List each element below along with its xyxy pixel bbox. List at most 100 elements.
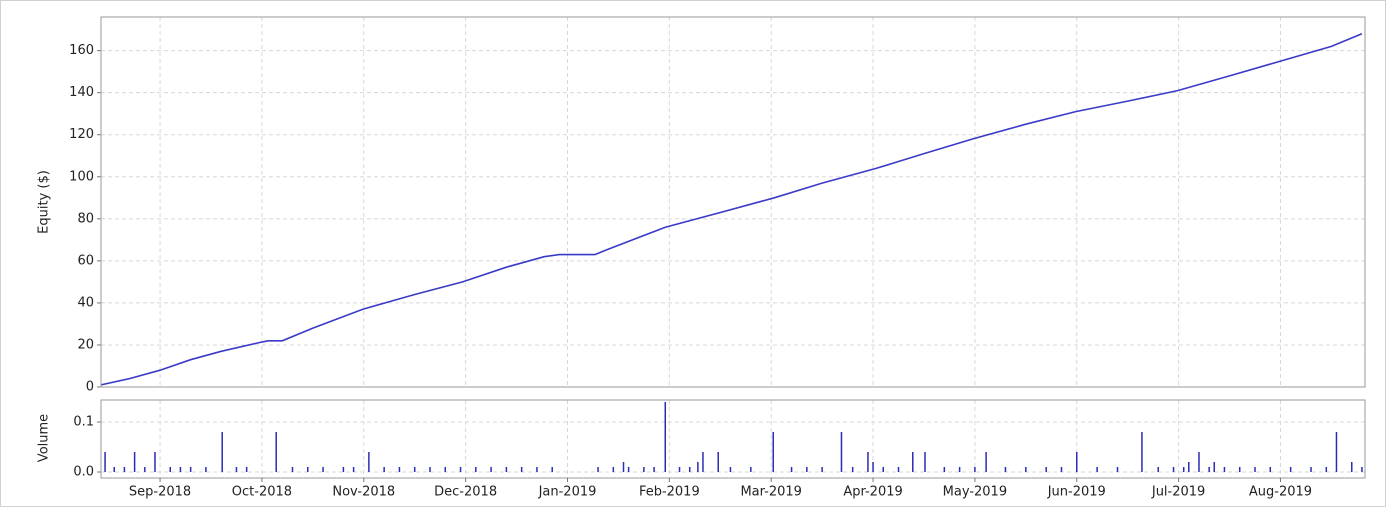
x-tick-label: Feb-2019 [639, 485, 700, 500]
volume-bar [974, 467, 976, 472]
x-tick-label: Jul-2019 [1151, 485, 1205, 500]
volume-bar [851, 467, 854, 472]
volume-bar [1182, 467, 1185, 472]
x-tick-label: Sep-2018 [129, 485, 191, 500]
volume-bar [189, 467, 192, 472]
y-tick-label: 0.1 [73, 415, 94, 430]
y-tick-label: 0.0 [73, 465, 94, 480]
plot-area [101, 400, 1365, 478]
x-tick-label: Mar-2019 [740, 485, 801, 500]
volume-bar [1157, 467, 1159, 472]
volume-bar [1141, 432, 1143, 472]
volume-bar [1325, 467, 1328, 472]
volume-bar [867, 452, 869, 472]
x-tick-label: May-2019 [943, 485, 1007, 500]
volume-bar [821, 467, 823, 472]
y-tick-label: 60 [77, 253, 94, 268]
volume-bar [688, 467, 691, 472]
volume-bar [1076, 452, 1078, 472]
volume-bar [133, 452, 136, 472]
volume-bar [1172, 467, 1175, 472]
volume-bar [104, 452, 106, 472]
volume-bar [352, 467, 355, 472]
y-tick-label: 40 [77, 295, 94, 310]
volume-bar [697, 462, 699, 472]
volume-bar [612, 467, 615, 472]
volume-bar [912, 452, 914, 472]
volume-bar [1208, 467, 1210, 472]
plot-border [100, 399, 1366, 479]
volume-bar [1223, 467, 1226, 472]
volume-bar [678, 467, 681, 472]
volume-bar [1096, 467, 1098, 472]
plot-area [101, 17, 1365, 387]
y-tick-label: 160 [69, 43, 94, 58]
y-tick-label: 20 [77, 337, 94, 352]
volume-bar [169, 467, 172, 472]
volume-bar [1004, 467, 1007, 472]
volume-bar [520, 467, 523, 472]
volume-bar [123, 467, 126, 472]
volume-bar [958, 467, 961, 472]
volume-bar [653, 467, 655, 472]
volume-bar [413, 467, 416, 472]
volume-bar [154, 452, 156, 472]
volume-bar [627, 467, 630, 472]
plot-border [100, 16, 1366, 388]
volume-bar [622, 462, 625, 472]
volume-bar [597, 467, 599, 472]
volume-bar [702, 452, 704, 472]
volume-bar [985, 452, 987, 472]
volume-bar [459, 467, 462, 472]
volume-bar [1213, 462, 1216, 472]
volume-bar [475, 467, 477, 472]
volume-bar [882, 467, 884, 472]
volume-bar [505, 467, 508, 472]
volume-bar [772, 432, 774, 472]
volume-bar [1361, 467, 1363, 472]
y-tick-label: 0 [86, 380, 94, 395]
x-tick-label: Oct-2018 [232, 485, 292, 500]
volume-bar [398, 467, 401, 472]
volume-bar [1351, 462, 1353, 472]
x-tick-label: Jan-2019 [538, 485, 597, 500]
volume-bar [1238, 467, 1241, 472]
volume-bar [897, 467, 900, 472]
volume-bar [943, 467, 946, 472]
volume-bar [1254, 467, 1256, 472]
volume-bar [1289, 467, 1292, 472]
volume-bar [245, 467, 248, 472]
y-tick-label: 80 [77, 211, 94, 226]
volume-bar [179, 467, 182, 472]
volume-bar [490, 467, 492, 472]
equity-line [100, 33, 1363, 386]
y-tick-label: 100 [69, 169, 94, 184]
volume-bar [368, 452, 370, 472]
volume-bar [729, 467, 732, 472]
volume-bar [1335, 432, 1338, 472]
x-tick-label: Apr-2019 [843, 485, 902, 500]
y-tick-label: 120 [69, 127, 94, 142]
volume-bar [1060, 467, 1063, 472]
x-tick-label: Aug-2019 [1249, 485, 1312, 500]
y-axis-label: Equity ($) [37, 170, 52, 234]
volume-bar [790, 467, 793, 472]
volume-bar [1045, 467, 1047, 472]
volume-bar [444, 467, 447, 472]
x-tick-label: Dec-2018 [434, 485, 497, 500]
volume-bar [235, 467, 238, 472]
volume-bar [342, 467, 345, 472]
volume-bar [536, 467, 538, 472]
volume-bar [1198, 452, 1200, 472]
volume-bar [144, 467, 146, 472]
volume-bar [291, 467, 294, 472]
volume-bar [872, 462, 874, 472]
volume-bar [840, 432, 843, 472]
volume-bar [429, 467, 431, 472]
volume-bar [113, 467, 115, 472]
volume-bar [551, 467, 553, 472]
volume-bar [1188, 462, 1190, 472]
volume-bar [307, 467, 309, 472]
y-tick-label: 140 [69, 85, 94, 100]
